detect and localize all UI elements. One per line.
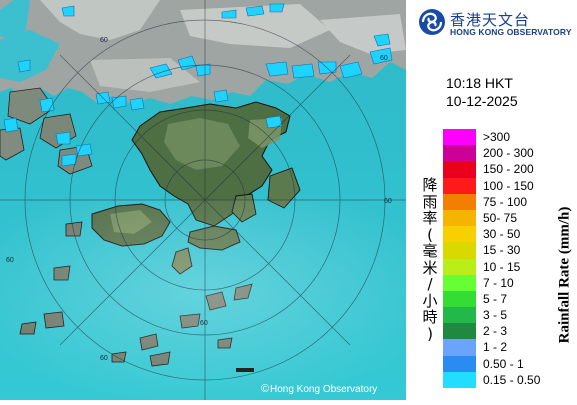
legend-swatch xyxy=(443,177,476,194)
hko-swirl-logo-icon xyxy=(419,9,445,35)
legend-swatch xyxy=(443,129,476,146)
rainfall-echoes xyxy=(3,3,393,167)
legend-label: 1 - 2 xyxy=(483,340,508,355)
legend-row: 7 - 10 xyxy=(443,274,573,291)
legend-row: 15 - 30 xyxy=(443,242,573,259)
legend-row: 150 - 200 xyxy=(443,161,573,178)
copyright-symbol: © xyxy=(261,383,270,395)
radar-map-svg: 60 60 60 60 60 60 xyxy=(0,0,406,400)
legend-row: 100 - 150 xyxy=(443,177,573,194)
legend-swatch xyxy=(443,258,476,275)
range-ring-labels: 60 60 60 60 60 60 xyxy=(6,37,392,362)
legend-title-en: Rainfall Rate (mm/h) xyxy=(556,206,573,344)
radar-map: 60 60 60 60 60 60 © Hong Kong Observator… xyxy=(0,0,406,400)
org-name-zh: 香港天文台 xyxy=(450,11,531,29)
estuary-water xyxy=(0,0,30,40)
legend-swatch xyxy=(443,161,476,178)
range-ring-label: 60 xyxy=(384,198,392,205)
legend-swatch xyxy=(443,145,476,162)
legend-swatch xyxy=(443,307,476,324)
legend-swatch xyxy=(443,371,476,388)
legend-label: >300 xyxy=(483,130,511,144)
legend-row: 50- 75 xyxy=(443,209,573,227)
hong-kong-highland xyxy=(164,118,240,170)
legend-swatch xyxy=(443,242,476,259)
legend-label: 3 - 5 xyxy=(483,308,508,323)
legend-row: 75 - 100 xyxy=(443,193,573,210)
island xyxy=(7,87,55,125)
info-panel: 香港天文台 HONG KONG OBSERVATORY 10:18 HKT 10… xyxy=(406,0,577,400)
legend-swatch xyxy=(443,355,476,372)
legend-label: 7 - 10 xyxy=(483,275,514,290)
range-rings xyxy=(0,0,406,400)
legend-title-en-wrapper: Rainfall Rate (mm/h) xyxy=(555,170,575,380)
legend-label: 75 - 100 xyxy=(483,194,528,209)
legend-row: 0.15 - 0.50 xyxy=(443,371,573,388)
legend-label: 5 - 7 xyxy=(483,291,508,306)
legend-label: 10 - 15 xyxy=(483,259,521,274)
legend-row: 200 - 300 xyxy=(443,145,573,162)
legend-label: 50- 75 xyxy=(483,210,518,225)
legend-swatch xyxy=(443,193,476,210)
legend-label: 200 - 300 xyxy=(483,146,534,161)
legend-label: 15 - 30 xyxy=(483,243,521,258)
cloud-patch xyxy=(180,4,330,48)
legend-row: 3 - 5 xyxy=(443,307,573,324)
legend-row: >300 xyxy=(443,129,573,146)
range-ring-label: 60 xyxy=(200,320,208,327)
legend-row: 0.50 - 1 xyxy=(443,355,573,372)
legend-row: 30 - 50 xyxy=(443,226,573,243)
rainfall-legend: >300 200 - 300 150 - 200 100 - 150 75 - 100 5… xyxy=(443,129,573,388)
legend-swatch xyxy=(443,274,476,291)
legend-swatch xyxy=(443,226,476,243)
timestamp-time: 10:18 HKT xyxy=(446,75,513,91)
legend-label: 150 - 200 xyxy=(483,162,534,177)
range-ring-label: 60 xyxy=(380,55,388,62)
timestamp-date: 10-12-2025 xyxy=(446,93,518,109)
legend-row: 1 - 2 xyxy=(443,339,573,356)
legend-swatch xyxy=(443,290,476,308)
legend-label: 30 - 50 xyxy=(483,227,521,242)
range-ring-label: 60 xyxy=(100,355,108,362)
org-name-en: HONG KONG OBSERVATORY xyxy=(450,27,572,37)
legend-swatch xyxy=(443,339,476,356)
legend-label: 0.50 - 1 xyxy=(483,356,524,371)
range-ring-label: 60 xyxy=(100,37,108,44)
legend-row: 5 - 7 xyxy=(443,290,573,308)
copyright-text: Hong Kong Observatory xyxy=(270,384,378,395)
legend-label: 2 - 3 xyxy=(483,324,508,339)
legend-title-zh: 降雨率(毫米 / 小時) xyxy=(422,176,438,343)
legend-swatch xyxy=(443,209,476,227)
hko-logo: 香港天文台 HONG KONG OBSERVATORY xyxy=(414,6,574,40)
legend-label: 0.15 - 0.50 xyxy=(483,372,541,387)
legend-swatch xyxy=(443,323,476,340)
estuary-water xyxy=(0,30,60,82)
sea-haze xyxy=(0,200,406,400)
legend-row: 2 - 3 xyxy=(443,323,573,340)
range-ring-label: 60 xyxy=(6,257,14,264)
legend-label: 100 - 150 xyxy=(483,178,534,193)
legend-row: 10 - 15 xyxy=(443,258,573,275)
cloud-patch xyxy=(90,58,200,92)
